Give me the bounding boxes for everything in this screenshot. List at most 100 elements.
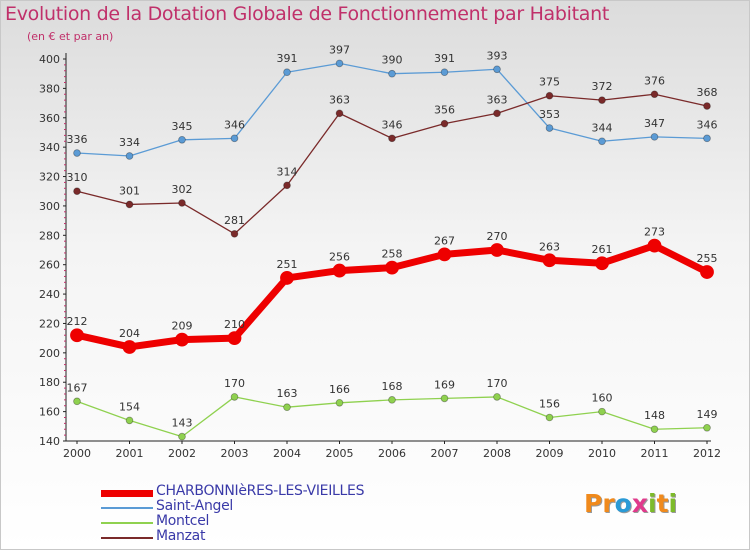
legend-swatch	[101, 522, 153, 524]
y-tick-label: 180	[39, 376, 60, 389]
data-point	[332, 263, 347, 278]
data-label: 344	[592, 121, 613, 134]
data-point	[598, 137, 606, 146]
legend-label: Saint-Angel	[156, 498, 234, 514]
logo-letter: i	[648, 489, 657, 518]
y-tick-label: 220	[39, 317, 60, 330]
data-point	[283, 181, 291, 190]
data-point	[542, 253, 557, 268]
data-point	[385, 260, 399, 275]
data-point	[178, 199, 186, 207]
data-point	[70, 328, 84, 343]
y-tick-label: 380	[39, 82, 60, 95]
data-label: 334	[119, 136, 140, 149]
data-point	[493, 109, 501, 118]
data-point	[73, 149, 81, 157]
data-point	[598, 407, 606, 416]
data-label: 256	[329, 251, 350, 264]
x-tick-label: 2004	[273, 447, 301, 460]
data-point	[388, 396, 396, 404]
legend-label: Manzat	[156, 528, 206, 544]
data-point	[125, 200, 134, 209]
y-tick-label: 280	[39, 229, 60, 242]
logo-letter: P	[584, 489, 603, 518]
data-label: 345	[172, 120, 193, 133]
data-label: 314	[277, 165, 298, 178]
data-label: 156	[539, 397, 560, 410]
y-tick-label: 360	[39, 112, 60, 125]
data-label: 170	[487, 377, 508, 390]
data-point	[545, 91, 554, 100]
data-point	[703, 134, 711, 143]
data-point	[125, 152, 134, 160]
data-point	[440, 68, 449, 77]
data-point	[230, 134, 239, 143]
data-point	[283, 68, 291, 77]
x-tick-label: 2008	[483, 447, 511, 460]
series-layer	[70, 59, 714, 441]
y-tick-label: 400	[39, 53, 60, 66]
data-label: 372	[592, 80, 613, 93]
data-label: 255	[697, 252, 718, 265]
data-label: 391	[277, 52, 298, 65]
y-tick-label: 340	[39, 141, 60, 154]
logo-letter: r	[602, 489, 615, 518]
data-label: 363	[487, 93, 508, 106]
data-label: 267	[434, 234, 455, 247]
data-label: 301	[119, 184, 140, 197]
data-label: 160	[592, 392, 613, 405]
data-point	[598, 96, 606, 104]
data-label: 375	[539, 76, 560, 89]
legend-swatch	[101, 507, 153, 509]
data-label: 397	[329, 43, 350, 56]
data-point	[280, 271, 294, 285]
data-label: 168	[382, 380, 403, 393]
data-point	[703, 423, 711, 432]
data-label: 273	[644, 226, 665, 239]
legend-label: Montcel	[156, 513, 210, 529]
x-tick-label: 2012	[693, 447, 721, 460]
data-label: 169	[434, 378, 455, 391]
data-point	[178, 136, 186, 144]
y-tick-label: 240	[39, 288, 60, 301]
data-label: 143	[172, 417, 193, 430]
y-tick-label: 260	[39, 259, 60, 272]
data-point	[388, 69, 396, 78]
data-label: 346	[382, 118, 403, 131]
data-point	[545, 124, 554, 132]
legend-swatch	[101, 537, 153, 539]
data-point	[700, 265, 714, 279]
data-point	[73, 397, 81, 406]
data-point	[335, 398, 344, 407]
data-point	[650, 90, 659, 99]
data-label: 368	[697, 86, 718, 99]
x-tick-label: 2002	[168, 447, 196, 460]
data-point	[437, 247, 452, 262]
data-label: 163	[277, 387, 298, 400]
data-labels-layer: 336 334 345 346 391 397 390 391 393 353 344 347 346 1…	[67, 43, 718, 429]
data-label: 210	[224, 318, 245, 331]
x-tick-label: 2006	[378, 447, 406, 460]
data-label: 209	[172, 320, 193, 333]
logo-letter: t	[656, 489, 669, 518]
x-tick-label: 2011	[641, 447, 669, 460]
data-label: 212	[67, 315, 88, 328]
legend-label: CHARBONNIèRES-LES-VIEILLES	[156, 483, 365, 499]
data-label: 310	[67, 171, 88, 184]
data-label: 251	[277, 258, 298, 271]
x-tick-label: 2005	[326, 447, 354, 460]
data-point	[647, 238, 662, 253]
y-tick-label: 160	[39, 406, 60, 419]
data-point	[650, 133, 659, 141]
data-label: 356	[434, 104, 455, 117]
data-label: 258	[382, 248, 403, 261]
data-label: 149	[697, 408, 718, 421]
logo-letter: x	[631, 489, 648, 518]
data-label: 263	[539, 240, 560, 253]
data-label: 390	[382, 54, 403, 67]
data-label: 376	[644, 74, 665, 87]
data-label: 336	[67, 133, 88, 146]
data-label: 391	[434, 52, 455, 65]
data-point	[227, 331, 242, 346]
